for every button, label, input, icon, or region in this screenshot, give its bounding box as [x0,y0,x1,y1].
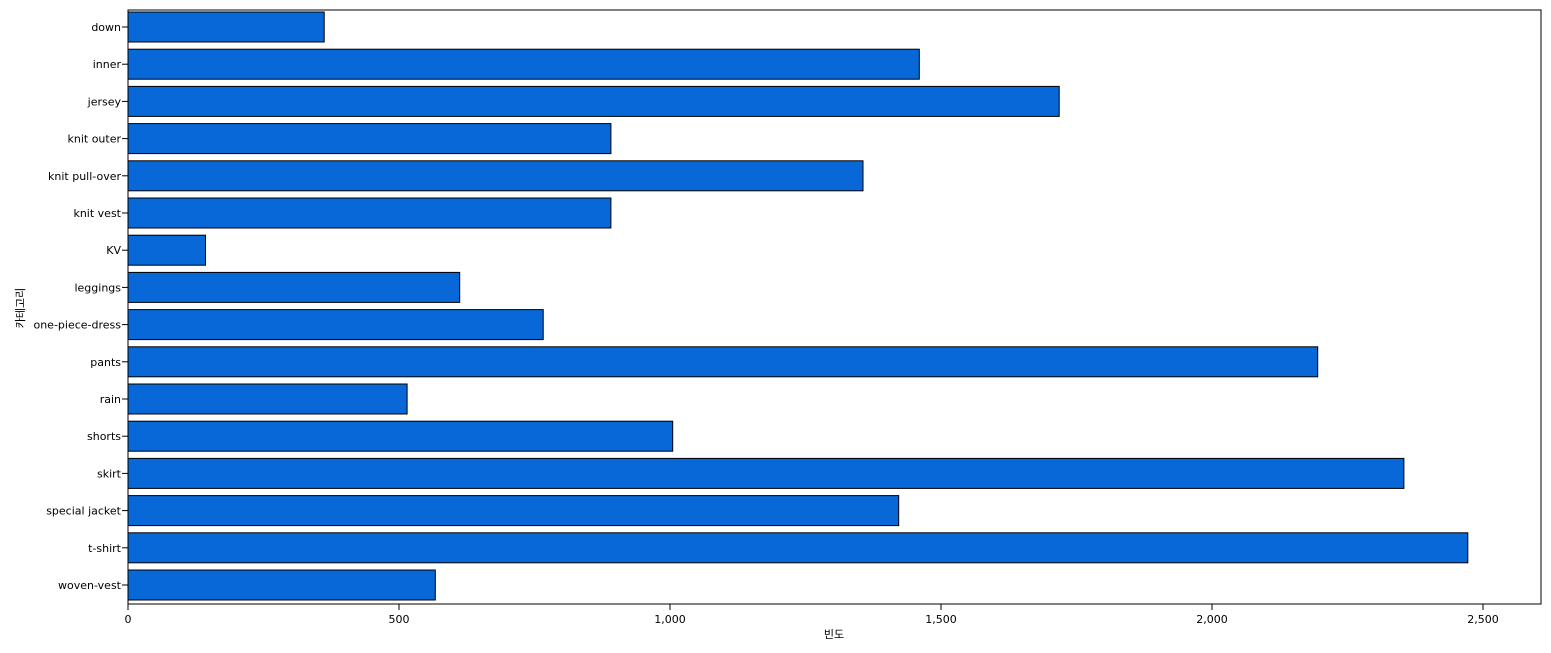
bar-jersey [127,85,1060,117]
y-axis: down inner jersey knit outer knit pull-over k… [33,21,128,592]
bar-shorts [127,420,674,452]
y-tick-label: knit pull-over [48,170,121,183]
bar-knit-outer [127,123,612,155]
y-tick-label: t-shirt [88,542,122,555]
bar-down [127,11,325,43]
bar-skirt [127,457,1405,489]
x-axis: 0 500 1,000 1,500 2,000 2,500 [125,604,1499,626]
x-tick-label: 1,500 [925,613,957,626]
y-tick-label: leggings [74,281,121,294]
bar-kv [127,234,206,266]
bar-knit-vest [127,197,612,229]
bar-special-jacket [127,495,900,527]
y-tick-label: special jacket [46,505,121,518]
bar-knit-pull-over [127,160,864,192]
x-tick-label: 1,000 [654,613,686,626]
y-axis-title: 카테고리 [14,288,27,328]
x-tick-label: 500 [389,613,410,626]
y-tick-label: knit outer [67,133,121,146]
y-tick-label: woven-vest [58,579,122,592]
x-tick-label: 0 [125,613,132,626]
y-tick-label: one-piece-dress [33,319,121,332]
bar-inner [127,48,920,80]
y-tick-label: shorts [87,430,121,443]
bar-pants [127,346,1319,378]
bars-layer [127,11,1469,601]
y-tick-label: down [91,21,121,34]
x-tick-label: 2,000 [1196,613,1228,626]
y-tick-label: knit vest [73,207,121,220]
y-tick-label: KV [106,244,121,257]
bar-rain [127,383,408,415]
bar-one-piece-dress [127,309,544,341]
bar-t-shirt [127,532,1469,564]
y-tick-label: jersey [87,95,122,108]
bar-leggings [127,271,461,303]
y-tick-label: rain [100,393,121,406]
y-tick-label: inner [93,58,122,71]
y-tick-label: pants [90,356,121,369]
x-tick-label: 2,500 [1467,613,1499,626]
y-tick-label: skirt [97,467,122,480]
x-axis-title: 빈도 [824,628,844,641]
bar-woven-vest [127,569,436,601]
